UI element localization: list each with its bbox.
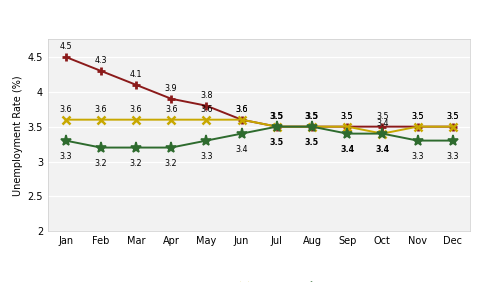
Text: 3.6: 3.6 xyxy=(200,105,213,114)
Text: 3.8: 3.8 xyxy=(200,91,213,100)
Text: 3.2: 3.2 xyxy=(165,159,178,168)
Text: 3.5: 3.5 xyxy=(446,112,459,121)
Text: 3.2: 3.2 xyxy=(95,159,107,168)
Text: 3.5: 3.5 xyxy=(411,112,424,121)
Text: 3.5: 3.5 xyxy=(305,138,319,147)
Text: 3.5: 3.5 xyxy=(341,112,353,121)
Text: 3.3: 3.3 xyxy=(411,152,424,161)
Text: 3.5: 3.5 xyxy=(271,112,283,121)
Text: 3.6: 3.6 xyxy=(130,105,142,114)
Text: 3.5: 3.5 xyxy=(411,112,424,121)
Text: 3.4: 3.4 xyxy=(376,119,389,128)
Text: 4.3: 4.3 xyxy=(95,56,107,65)
Text: 3.4: 3.4 xyxy=(235,145,248,154)
Text: 4.5: 4.5 xyxy=(60,42,72,51)
Text: 3.4: 3.4 xyxy=(340,145,354,154)
Text: 4.1: 4.1 xyxy=(130,70,142,79)
Text: Tennessee Unemployment Rates - 2017 through 2019: Tennessee Unemployment Rates - 2017 thro… xyxy=(6,10,324,23)
Text: 3.6: 3.6 xyxy=(235,105,248,114)
Text: 3.3: 3.3 xyxy=(60,152,72,161)
Text: 3.5: 3.5 xyxy=(306,112,318,121)
Text: 3.3: 3.3 xyxy=(200,152,213,161)
Text: 3.6: 3.6 xyxy=(165,105,178,114)
Text: 3.6: 3.6 xyxy=(60,105,72,114)
Text: 3.2: 3.2 xyxy=(130,159,142,168)
Text: 3.4: 3.4 xyxy=(375,145,389,154)
Text: 3.5: 3.5 xyxy=(376,112,389,121)
Text: 3.5: 3.5 xyxy=(305,112,319,121)
Text: 3.5: 3.5 xyxy=(446,112,459,121)
Text: 3.3: 3.3 xyxy=(446,152,459,161)
Text: 3.6: 3.6 xyxy=(95,105,107,114)
Text: 3.5: 3.5 xyxy=(270,138,284,147)
Y-axis label: Unemployment Rate (%): Unemployment Rate (%) xyxy=(13,75,24,196)
Text: 3.5: 3.5 xyxy=(270,112,284,121)
Legend: 2017, 2018, 2019: 2017, 2018, 2019 xyxy=(165,279,353,282)
Text: 3.5: 3.5 xyxy=(341,112,353,121)
Text: 3.9: 3.9 xyxy=(165,84,178,93)
Text: 3.6: 3.6 xyxy=(235,105,248,114)
